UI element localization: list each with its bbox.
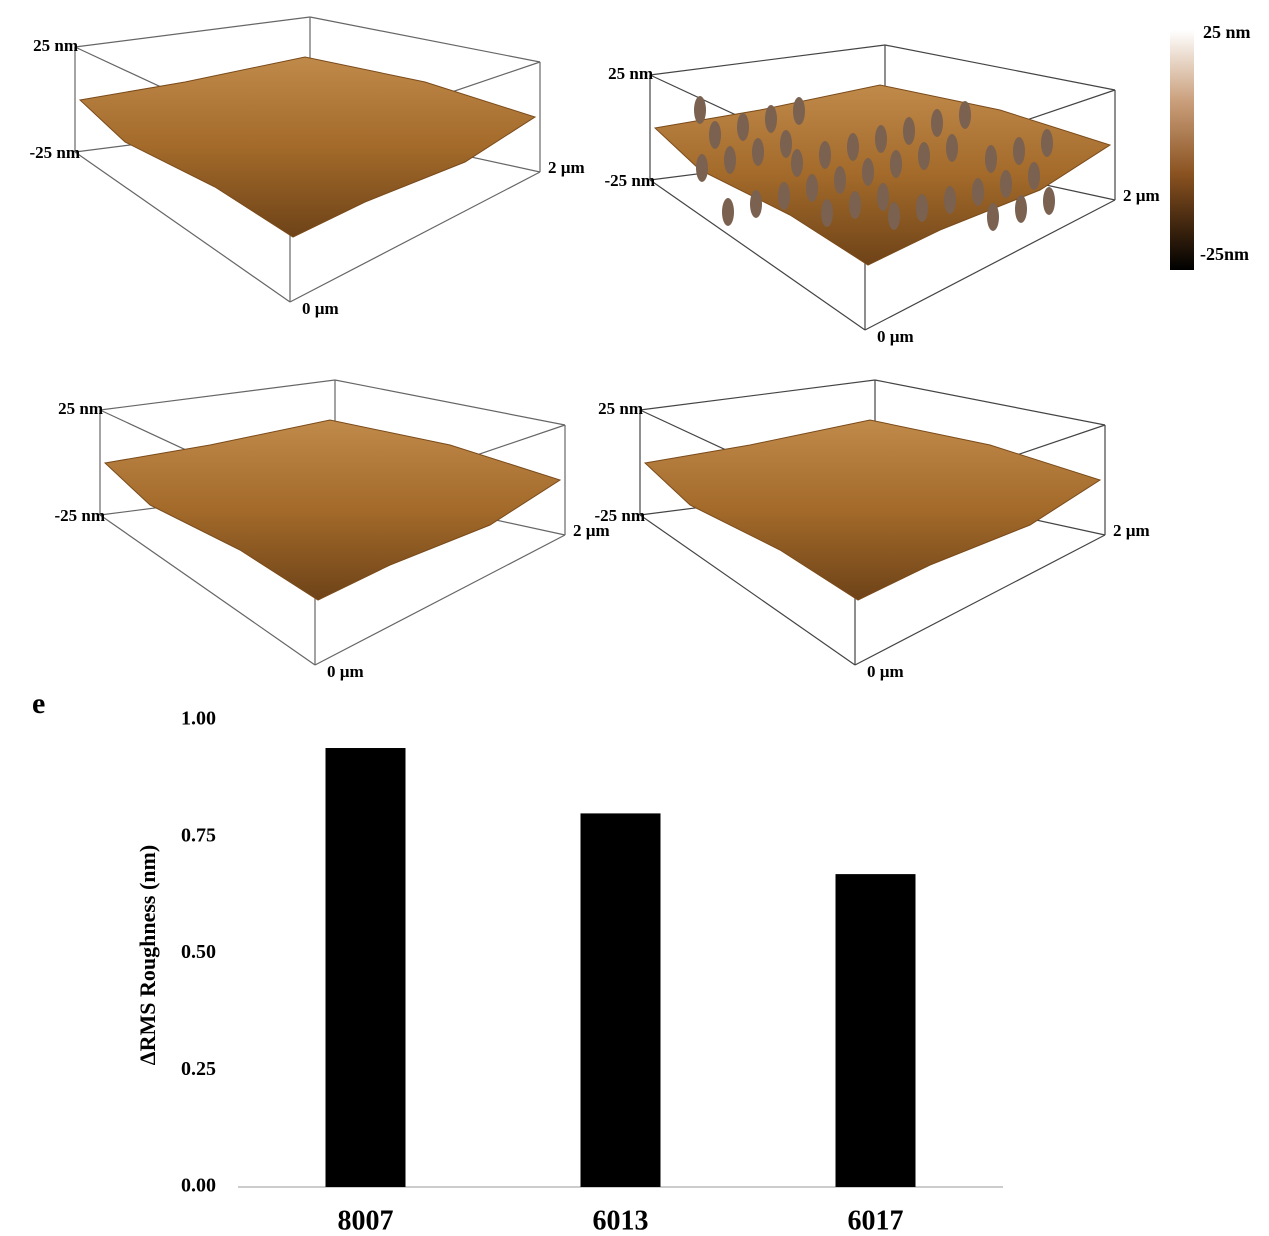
- x-max-label: 2 µm: [1113, 521, 1150, 540]
- box-edge: [875, 380, 1105, 425]
- afm-peak: [985, 145, 997, 173]
- x-min-label: 0 µm: [877, 327, 914, 346]
- figure: 25 nm -25nm e ΔRMS Roughness (nm) 25 nm -…: [0, 0, 1269, 1236]
- afm-peak: [862, 158, 874, 186]
- bar: [326, 748, 406, 1187]
- z-min-label: -25 nm: [594, 506, 645, 525]
- afm-peak: [806, 174, 818, 202]
- x-tick-label: 6013: [593, 1205, 649, 1236]
- afm-peak: [696, 154, 708, 182]
- afm-peak: [875, 125, 887, 153]
- y-tick-label: 0.25: [181, 1058, 216, 1080]
- afm-peak: [1013, 137, 1025, 165]
- afm-peak: [931, 109, 943, 137]
- afm-peak: [849, 191, 861, 219]
- y-tick-label: 0.75: [181, 824, 216, 846]
- x-min-label: 0 µm: [302, 299, 339, 318]
- bar: [836, 874, 916, 1187]
- afm-peak: [722, 198, 734, 226]
- afm-peak: [791, 149, 803, 177]
- x-tick-label: 8007: [338, 1205, 394, 1236]
- afm-peak: [946, 134, 958, 162]
- afm-peak: [750, 190, 762, 218]
- box-edge: [310, 17, 540, 62]
- z-max-label: 25 nm: [608, 64, 653, 83]
- afm-peak: [890, 150, 902, 178]
- afm-peak: [1041, 129, 1053, 157]
- afm-peak: [819, 141, 831, 169]
- z-min-label: -25 nm: [29, 143, 80, 162]
- box-edge: [885, 45, 1115, 90]
- afm-peak: [903, 117, 915, 145]
- box-edge: [75, 17, 310, 47]
- afm-peak: [752, 138, 764, 166]
- afm-peak: [793, 97, 805, 125]
- afm-peak: [834, 166, 846, 194]
- box-edge: [100, 380, 335, 410]
- afm-peak: [724, 146, 736, 174]
- afm-peak: [959, 101, 971, 129]
- z-max-label: 25 nm: [33, 36, 78, 55]
- x-max-label: 2 µm: [548, 158, 585, 177]
- afm-peak: [709, 121, 721, 149]
- afm-peak: [987, 203, 999, 231]
- afm-peak: [1000, 170, 1012, 198]
- afm-peak: [847, 133, 859, 161]
- afm-peak: [877, 183, 889, 211]
- colorbar-min: -25nm: [1200, 244, 1249, 264]
- afm-peak: [1028, 162, 1040, 190]
- x-min-label: 0 µm: [867, 662, 904, 681]
- x-min-label: 0 µm: [327, 662, 364, 681]
- afm-peak: [778, 182, 790, 210]
- box-edge: [335, 380, 565, 425]
- x-max-label: 2 µm: [1123, 186, 1160, 205]
- y-axis-title: ΔRMS Roughness (nm): [135, 845, 160, 1065]
- colorbar-max: 25 nm: [1203, 22, 1251, 42]
- colorbar: [1170, 30, 1194, 270]
- z-max-label: 25 nm: [58, 399, 103, 418]
- panel-label: e: [32, 687, 45, 720]
- afm-peak: [916, 194, 928, 222]
- afm-peak: [737, 113, 749, 141]
- y-tick-label: 0.00: [181, 1175, 216, 1197]
- z-min-label: -25 nm: [54, 506, 105, 525]
- afm-peak: [918, 142, 930, 170]
- afm-peak: [765, 105, 777, 133]
- y-tick-label: 0.50: [181, 941, 216, 963]
- z-min-label: -25 nm: [604, 171, 655, 190]
- afm-peak: [1015, 195, 1027, 223]
- z-max-label: 25 nm: [598, 399, 643, 418]
- box-edge: [640, 380, 875, 410]
- box-edge: [650, 45, 885, 75]
- afm-peak: [821, 199, 833, 227]
- afm-peak: [694, 96, 706, 124]
- afm-peak: [1043, 187, 1055, 215]
- afm-peak: [944, 186, 956, 214]
- x-tick-label: 6017: [848, 1205, 904, 1236]
- afm-peak: [780, 130, 792, 158]
- y-tick-label: 1.00: [181, 708, 216, 730]
- afm-peak: [972, 178, 984, 206]
- afm-peak: [888, 202, 900, 230]
- bar: [581, 813, 661, 1187]
